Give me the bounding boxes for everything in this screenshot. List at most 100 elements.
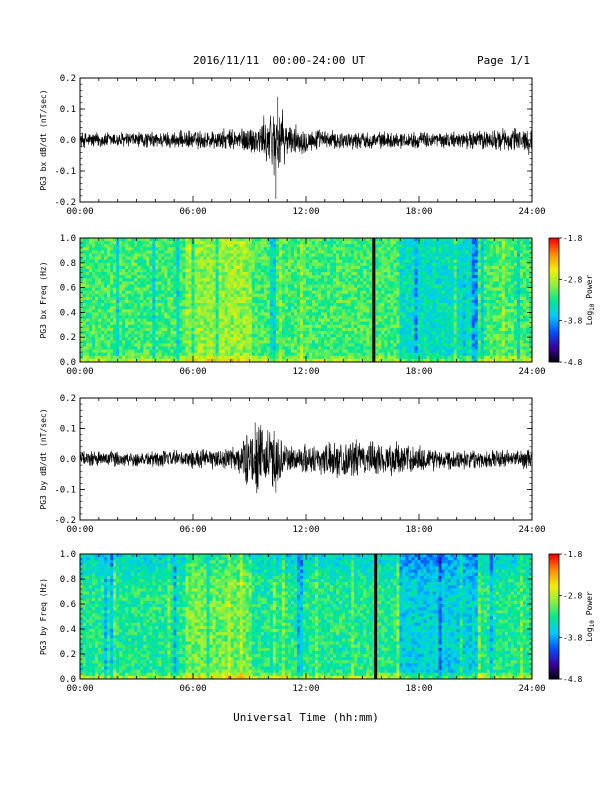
spectrogram-cell [239,262,244,267]
spectrogram-cell [191,287,195,291]
spectrogram-cell [227,265,231,270]
spectrogram-cell [227,293,231,298]
spectrogram-cell [146,327,150,332]
spectrogram-cell [206,238,210,242]
spectrogram-cell [450,253,454,257]
spectrogram-cell [122,321,126,326]
spectrogram-cell [396,315,400,319]
spectrogram-cell [408,275,412,279]
spectrogram-cell [296,259,301,264]
spectrogram-cell [182,241,186,245]
spectrogram-cell [501,272,506,276]
spectrogram-cell [296,327,301,332]
spectrogram-cell [263,244,268,248]
spectrogram-cell [411,318,415,322]
spectrogram-cell [501,293,506,298]
spectrogram-cell [209,262,213,267]
spectrogram-cell [459,315,463,319]
spectrogram-cell [375,238,379,242]
spectrogram-cell [290,278,295,282]
spectrogram-cell [483,238,488,242]
spectrogram-cell [420,331,424,335]
spectrogram-cell [188,281,192,285]
spectrogram-cell [396,318,400,322]
spectrogram-cell [441,281,445,285]
spectrogram-cell [194,290,198,295]
spectrogram-cell [116,250,120,254]
spectrogram-cell [242,303,247,307]
spectrogram-cell [441,300,445,304]
spectrogram-cell [471,318,476,322]
spectrogram-cell [191,244,195,248]
spectrogram-cell [384,265,388,270]
spectrogram-cell [299,318,304,322]
spectrogram-cell [414,272,418,276]
spectrogram-cell [269,278,274,282]
spectrogram-cell [101,309,105,313]
spectrogram-cell [278,238,283,242]
spectrogram-cell [92,262,96,267]
spectrogram-cell [221,269,225,273]
spectrogram-cell [501,309,506,313]
spectrogram-cell [417,303,421,307]
spectrogram-cell [465,247,470,251]
spectrogram-cell [450,265,454,270]
spectrogram-cell [417,244,421,248]
spectrogram-cell [393,272,397,276]
spectrogram-cell [342,321,346,326]
spectrogram-cell [420,262,424,267]
spectrogram-cell [459,293,463,298]
spectrogram-cell [375,259,379,264]
spectrogram-cell [206,269,210,273]
spectrogram-cell [212,296,216,301]
spectrogram-cell [381,296,385,301]
spectrogram-cell [242,238,247,242]
spectrogram-cell [257,303,262,307]
spectrogram-cell [98,253,102,257]
spectrogram-cell [122,287,126,291]
spectrogram-cell [110,315,114,319]
spectrogram-cell [266,272,271,276]
spectrogram-cell [423,296,427,301]
spectrogram-cell [525,318,530,322]
spectrogram-cell [221,303,225,307]
spectrogram-cell [188,334,192,338]
spectrogram-cell [269,265,274,270]
spectrogram-cell [498,293,503,298]
spectrogram-cell [143,287,147,291]
spectrogram-cell [224,238,228,242]
spectrogram-cell [507,321,512,326]
spectrogram-cell [101,247,105,251]
spectrogram-cell [212,262,216,267]
spectrogram-cell [275,284,280,288]
spectrogram-cell [336,284,340,288]
spectrogram-cell [387,309,391,313]
spectrogram-cell [375,309,379,313]
spectrogram-cell [107,256,111,260]
spectrogram-cell [483,281,488,285]
spectrogram-cell [513,300,518,304]
spectrogram-cell [519,269,524,273]
spectrogram-cell [522,259,527,264]
spectrogram-cell [260,284,265,288]
spectrogram-cell [420,287,424,291]
spectrogram-cell [471,238,476,242]
spectrogram-cell [306,309,310,313]
spectrogram-cell [396,265,400,270]
spectrogram-cell [158,262,162,267]
spectrogram-cell [161,312,165,316]
spectrogram-cell [131,293,135,298]
spectrogram-cell [125,290,129,295]
spectrogram-cell [378,238,382,242]
spectrogram-cell [342,318,346,322]
spectrogram-cell [191,269,195,273]
spectrogram-cell [339,296,343,301]
spectrogram-cell [248,324,253,329]
spectrogram-cell [158,309,162,313]
spectrogram-cell [137,244,141,248]
spectrogram-cell [405,296,409,301]
spectrogram-cell [176,315,180,319]
spectrogram-cell [203,331,207,335]
spectrogram-cell [248,272,253,276]
spectrogram-cell [384,272,388,276]
